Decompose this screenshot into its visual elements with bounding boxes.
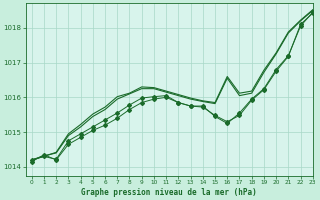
X-axis label: Graphe pression niveau de la mer (hPa): Graphe pression niveau de la mer (hPa) (81, 188, 257, 197)
